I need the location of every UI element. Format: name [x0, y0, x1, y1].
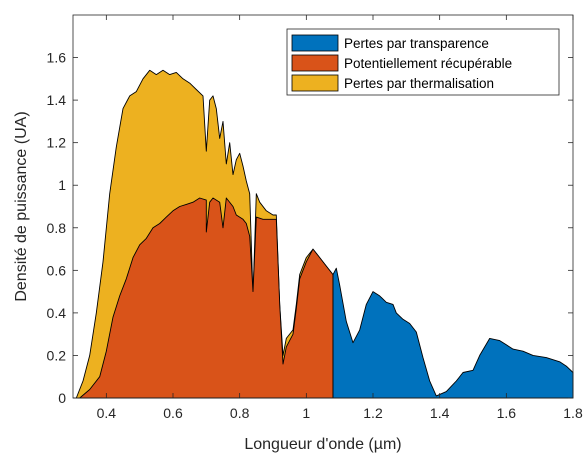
y-tick-label: 0.2 — [47, 347, 67, 363]
x-tick-label: 1.6 — [497, 405, 517, 421]
legend-swatch — [292, 55, 338, 71]
x-axis-label: Longueur d'onde (µm) — [244, 436, 401, 453]
y-tick-label: 1 — [58, 177, 66, 193]
x-tick-label: 1.8 — [563, 405, 583, 421]
x-tick-label: 1.4 — [430, 405, 450, 421]
plot-area — [76, 70, 573, 398]
y-tick-label: 0 — [58, 390, 66, 406]
legend: Pertes par transparence Potentiellement r… — [287, 29, 559, 95]
x-tick-label: 0.4 — [97, 405, 117, 421]
legend-swatch — [292, 75, 338, 91]
legend-swatch — [292, 35, 338, 51]
y-tick-label: 1.2 — [47, 135, 67, 151]
area-series-0 — [333, 268, 573, 398]
x-tick-label: 0.6 — [163, 405, 183, 421]
y-tick-label: 0.8 — [47, 220, 67, 236]
x-tick-label: 1.2 — [363, 405, 383, 421]
y-tick-label: 1.4 — [47, 92, 67, 108]
y-tick-label: 0.4 — [47, 305, 67, 321]
y-tick-label: 1.6 — [47, 50, 67, 66]
y-tick-label: 0.6 — [47, 262, 67, 278]
x-tick-label: 0.8 — [230, 405, 250, 421]
y-axis-label: Densité de puissance (UA) — [13, 111, 30, 301]
legend-entry: Potentiellement récupérable — [344, 56, 512, 71]
legend-entry: Pertes par thermalisation — [344, 76, 494, 91]
legend-entry: Pertes par transparence — [344, 36, 489, 51]
x-tick-label: 1 — [302, 405, 310, 421]
